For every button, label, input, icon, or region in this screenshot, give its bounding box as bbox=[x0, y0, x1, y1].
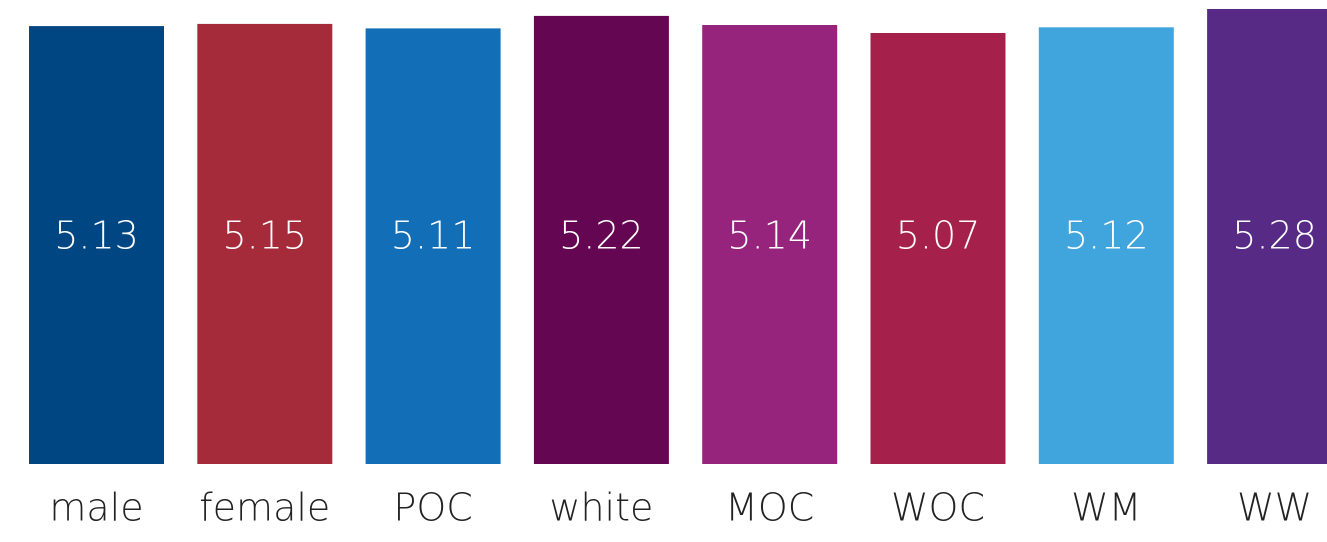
category-label-ww: WW bbox=[1237, 486, 1312, 530]
bar-moc bbox=[702, 25, 838, 464]
bar-wm bbox=[1038, 27, 1174, 465]
value-label-moc: 5.14 bbox=[727, 214, 812, 258]
value-label-poc: 5.11 bbox=[391, 214, 476, 258]
bar-woc bbox=[870, 33, 1006, 464]
value-label-woc: 5.07 bbox=[896, 214, 981, 258]
value-labels-group: 5.13 5.15 5.11 5.22 5.14 5.07 5.12 5.28 bbox=[54, 214, 1317, 258]
category-label-wm: WM bbox=[1071, 486, 1141, 530]
bar-poc bbox=[365, 28, 501, 465]
value-label-female: 5.15 bbox=[222, 214, 307, 258]
category-label-white: white bbox=[549, 486, 653, 530]
value-label-wm: 5.12 bbox=[1064, 214, 1149, 258]
category-label-female: female bbox=[199, 486, 330, 530]
category-label-male: male bbox=[49, 486, 143, 530]
category-labels-group: male female POC white MOC WOC WM WW bbox=[49, 486, 1312, 530]
bar-female bbox=[197, 23, 333, 465]
value-label-ww: 5.28 bbox=[1232, 214, 1317, 258]
bars-group bbox=[29, 9, 1327, 465]
category-label-woc: WOC bbox=[891, 486, 985, 530]
category-label-moc: MOC bbox=[725, 486, 814, 530]
bar-male bbox=[29, 26, 164, 464]
value-label-white: 5.22 bbox=[559, 214, 644, 258]
bar-ww bbox=[1207, 9, 1327, 464]
category-label-poc: POC bbox=[393, 486, 472, 530]
bar-white bbox=[533, 15, 669, 465]
value-label-male: 5.13 bbox=[54, 214, 139, 258]
